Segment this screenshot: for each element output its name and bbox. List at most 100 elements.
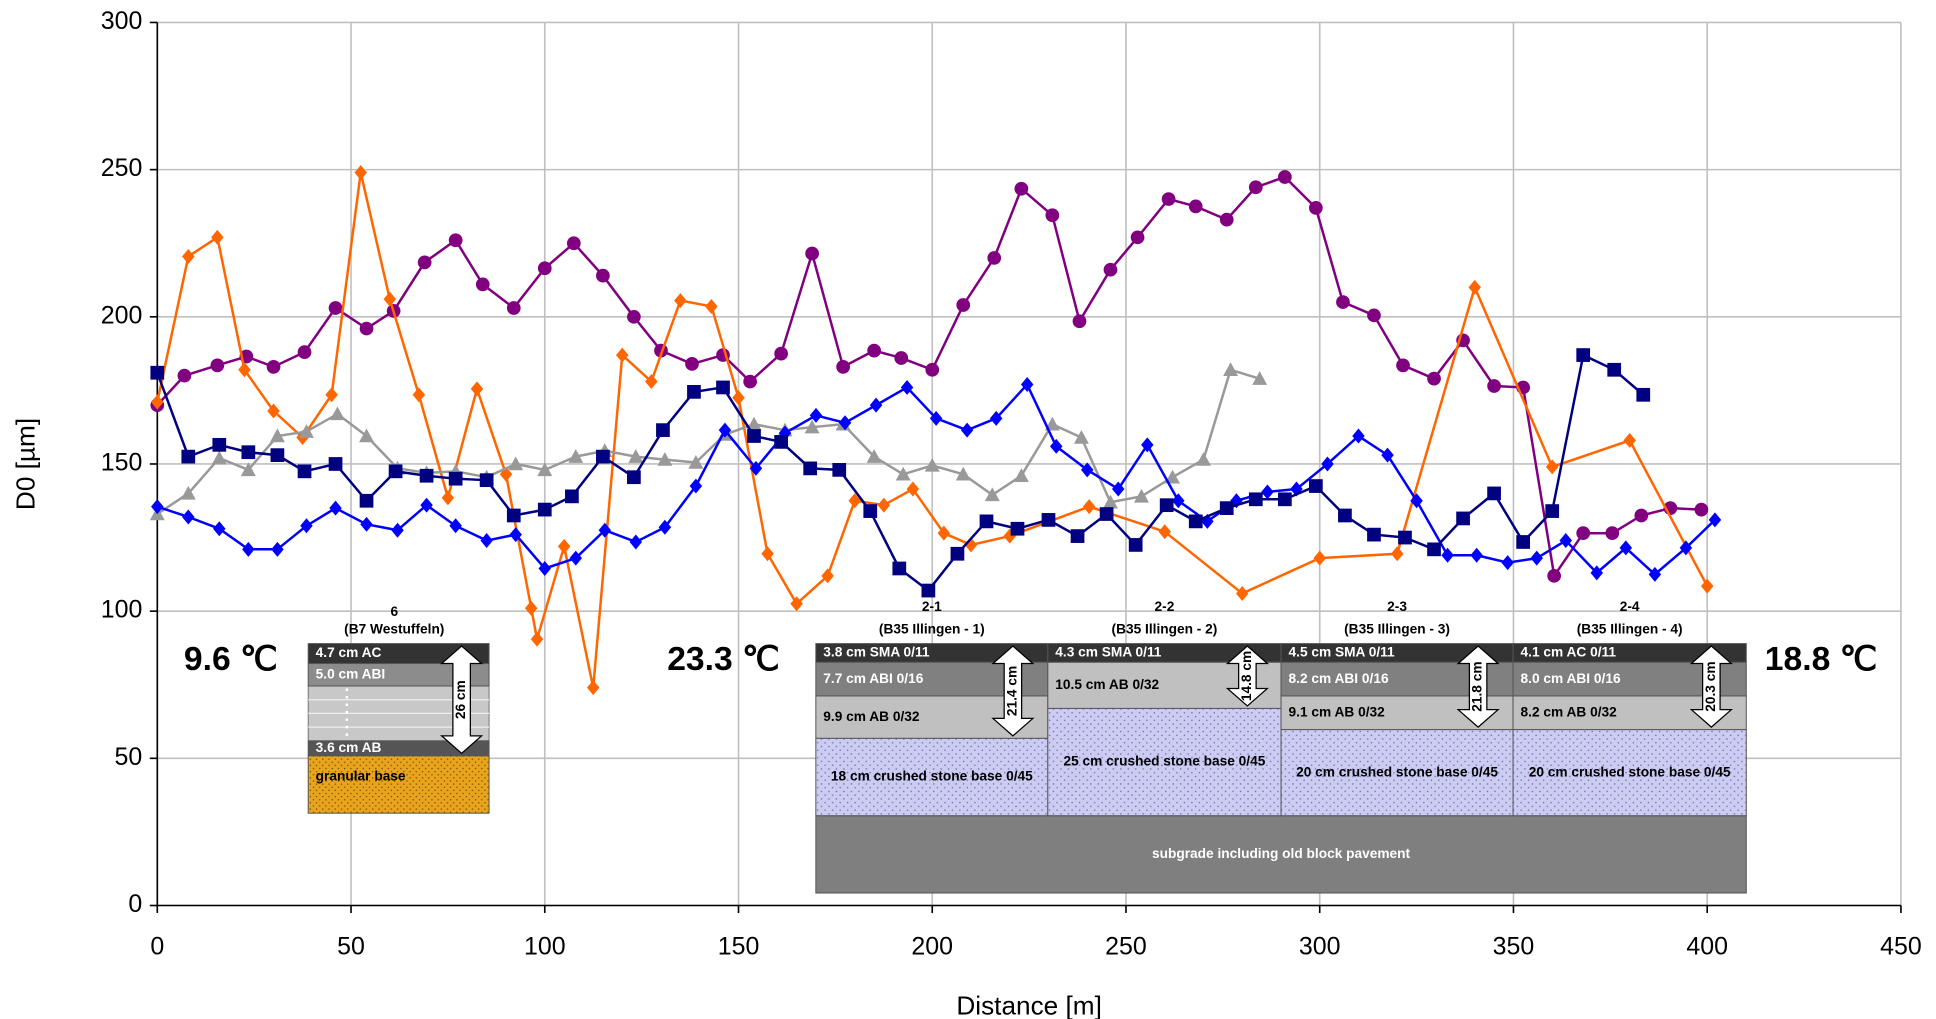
marker — [925, 362, 940, 377]
marker — [181, 449, 196, 464]
marker — [1044, 416, 1060, 431]
marker — [1248, 492, 1263, 507]
marker — [441, 490, 455, 506]
marker — [656, 423, 670, 437]
marker — [383, 291, 397, 307]
marker — [1082, 499, 1096, 515]
marker — [359, 493, 374, 508]
layer-label: 8.2 cm ABI 0/16 — [1289, 671, 1389, 686]
marker — [645, 374, 658, 390]
marker — [506, 301, 521, 315]
marker — [1261, 484, 1274, 500]
marker — [628, 449, 644, 463]
marker — [1248, 180, 1263, 195]
marker — [1003, 528, 1016, 544]
y-tick-label: 50 — [115, 743, 143, 771]
marker — [1164, 469, 1180, 484]
marker — [627, 309, 641, 324]
marker — [1487, 379, 1501, 393]
pavement-layer — [1512, 729, 1747, 817]
marker — [417, 255, 432, 270]
marker — [1081, 462, 1094, 478]
x-tick-label: 450 — [1880, 933, 1922, 961]
thickness-arrow — [1225, 645, 1269, 707]
marker — [1188, 514, 1203, 529]
y-tick-label: 250 — [101, 154, 143, 182]
marker — [182, 248, 195, 264]
data-series — [149, 362, 1268, 521]
marker — [596, 449, 610, 464]
marker — [894, 351, 909, 365]
marker — [537, 261, 552, 276]
marker — [989, 410, 1003, 426]
marker — [479, 473, 494, 488]
marker — [1694, 502, 1709, 517]
marker — [1223, 362, 1239, 377]
marker — [1235, 586, 1249, 601]
layer-label: 9.1 cm AB 0/32 — [1289, 704, 1386, 719]
marker — [929, 410, 943, 426]
pavement-insets: subgrade including old block pavement 6 (B… — [184, 599, 1878, 894]
marker — [1530, 550, 1543, 566]
marker — [240, 462, 256, 477]
marker — [1014, 181, 1029, 196]
marker — [328, 301, 343, 315]
layer-label: 8.0 cm ABI 0/16 — [1521, 671, 1621, 686]
marker — [524, 600, 538, 616]
pavement-layer — [1047, 707, 1282, 817]
layer-label: 8.2 cm AB 0/32 — [1521, 704, 1618, 719]
thickness-arrow — [1456, 645, 1500, 728]
marker — [836, 359, 850, 374]
marker — [1487, 486, 1501, 501]
layer-label: 7.7 cm ABI 0/16 — [823, 671, 923, 686]
marker — [475, 277, 490, 292]
section-title: 2-4 — [1620, 599, 1640, 614]
marker — [1367, 308, 1381, 323]
marker — [586, 680, 600, 696]
marker — [1398, 530, 1412, 545]
marker — [688, 455, 704, 469]
series-line — [156, 368, 1260, 516]
marker — [412, 387, 426, 403]
marker — [1410, 493, 1423, 509]
y-tick-label: 300 — [101, 7, 143, 35]
thickness-arrow — [1689, 645, 1733, 728]
thickness-label: 20.3 cm — [1703, 661, 1718, 711]
subgrade-label: subgrade including old block pavement — [1152, 846, 1411, 861]
marker — [537, 462, 553, 477]
layer-label: 25 cm crushed stone base 0/45 — [1064, 754, 1266, 769]
marker — [328, 457, 343, 471]
marker — [1313, 550, 1326, 566]
thickness-arrow — [440, 645, 484, 755]
marker — [1188, 199, 1203, 214]
marker — [1545, 504, 1560, 518]
thickness-label: 21.4 cm — [1005, 666, 1020, 716]
thickness-label: 21.8 cm — [1470, 661, 1485, 711]
marker — [1634, 508, 1649, 523]
x-tick-label: 350 — [1493, 933, 1535, 961]
section-title: 6 — [390, 604, 398, 619]
temperature-label: 9.6 ℃ — [184, 641, 278, 678]
marker — [869, 397, 883, 413]
marker — [892, 561, 907, 576]
marker — [657, 452, 673, 466]
marker — [211, 450, 227, 465]
subgrade-layer — [815, 815, 1747, 894]
marker — [359, 321, 374, 336]
marker — [508, 456, 524, 471]
layer-label: 3.6 cm AB — [316, 740, 382, 755]
x-tick-label: 300 — [1299, 933, 1341, 961]
section-subtitle: (B7 Westuffeln) — [344, 621, 444, 636]
marker — [1130, 230, 1145, 245]
layer-label: 4.7 cm AC — [316, 645, 382, 660]
marker — [1013, 468, 1029, 482]
marker — [658, 519, 672, 535]
marker — [1396, 358, 1410, 373]
marker — [838, 415, 852, 431]
marker — [448, 233, 463, 248]
marker — [537, 502, 552, 517]
marker — [1308, 479, 1323, 493]
temperature-label: 18.8 ℃ — [1765, 641, 1878, 678]
marker — [388, 464, 403, 479]
marker — [761, 546, 774, 562]
